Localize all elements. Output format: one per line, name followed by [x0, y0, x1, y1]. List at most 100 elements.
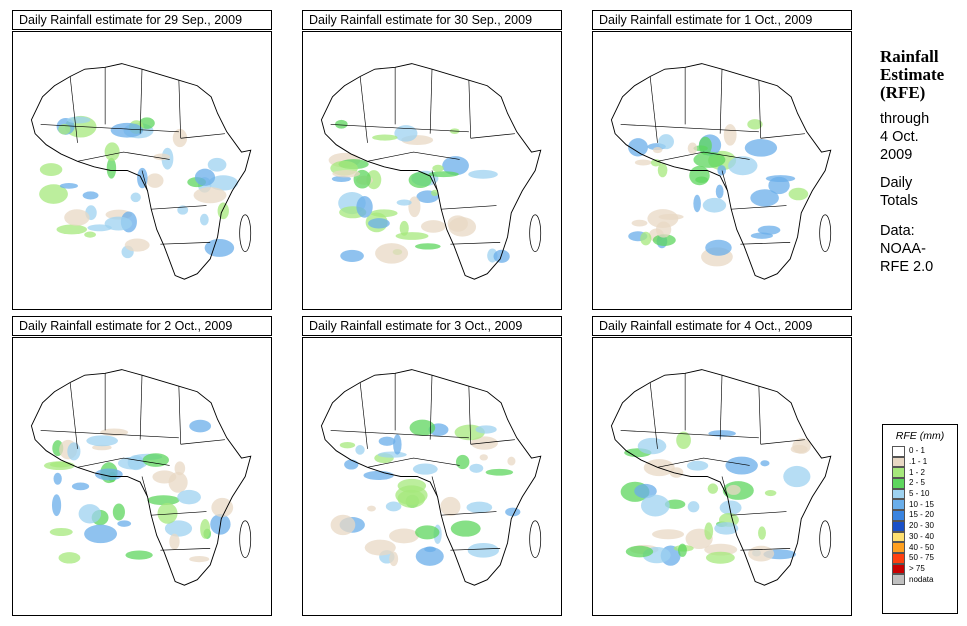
rainfall-patch: [677, 543, 687, 557]
country-border: [740, 242, 791, 245]
rainfall-patch: [367, 505, 376, 512]
legend-label: nodata: [909, 574, 934, 584]
rainfall-patch: [366, 170, 382, 190]
africa-coastline: [30, 369, 252, 586]
rainfall-patch: [370, 209, 398, 218]
rainfall-patch: [408, 172, 432, 189]
country-border: [721, 476, 728, 497]
rainfall-patch: [355, 445, 365, 455]
legend-row: 2 - 5: [892, 478, 957, 489]
country-border: [151, 511, 207, 516]
side-title-line2: Estimate: [880, 65, 945, 84]
country-border: [160, 548, 211, 551]
rainfall-patch: [415, 525, 440, 540]
country-border: [429, 69, 433, 134]
panel-title: Daily Rainfall estimate for 4 Oct., 2009: [592, 316, 852, 336]
rainfall-patch: [43, 461, 75, 471]
legend-swatch: [892, 542, 905, 553]
rainfall-patch: [389, 551, 399, 567]
rainfall-patch: [676, 431, 691, 450]
rainfall-patch: [725, 456, 758, 475]
rainfall-patch: [395, 232, 429, 240]
country-border: [180, 439, 225, 445]
country-border: [160, 242, 211, 245]
legend-swatch: [892, 456, 905, 468]
legend-swatch: [892, 467, 905, 479]
side-info: Rainfall Estimate (RFE) through 4 Oct. 2…: [880, 48, 965, 276]
rainfall-patch: [53, 472, 62, 485]
rainfall-patch: [117, 456, 148, 470]
panel-title: Daily Rainfall estimate for 30 Sep., 200…: [302, 10, 562, 30]
legend-label: 20 - 30: [909, 521, 934, 531]
legend-label: 1 - 2: [909, 467, 926, 477]
rainfall-patch: [687, 501, 700, 513]
legend-row: 1 - 2: [892, 467, 957, 479]
rainfall-patch: [394, 125, 418, 142]
rainfall-patch: [687, 142, 698, 154]
map-svg: [30, 63, 252, 280]
africa-rainfall-map: [302, 31, 562, 310]
legend-label: 40 - 50: [909, 542, 934, 552]
rainfall-patch: [137, 167, 148, 189]
rainfall-patch: [204, 238, 235, 257]
madagascar-outline: [239, 520, 252, 558]
side-date-line2: 2009: [880, 147, 913, 163]
rainfall-patch: [377, 451, 407, 458]
legend-swatch: [892, 574, 905, 585]
africa-coastline: [320, 63, 542, 280]
legend-swatch: [892, 520, 905, 532]
legend-label: 0 - 1: [909, 446, 926, 456]
panel-title: Daily Rainfall estimate for 3 Oct., 2009: [302, 316, 562, 336]
legend-swatch: [892, 446, 905, 457]
rainfall-patch: [58, 552, 81, 564]
rainfall-patch: [723, 124, 737, 146]
legend-row: > 75: [892, 563, 957, 575]
rainfall-patch: [364, 539, 396, 556]
legend-row: 5 - 10: [892, 488, 957, 500]
country-border: [740, 548, 791, 551]
rainfall-patch: [704, 543, 738, 556]
side-title-line3: (RFE): [880, 83, 926, 102]
rainfall-patch: [193, 187, 227, 204]
legend-row: 50 - 75: [892, 552, 957, 564]
country-border: [330, 124, 469, 133]
legend-swatch: [892, 510, 905, 521]
country-border: [77, 151, 170, 162]
rainfall-patch: [58, 123, 71, 135]
map-svg: [30, 369, 252, 586]
rainfall-patch: [194, 168, 216, 186]
rainfall-patch: [705, 551, 735, 564]
rainfall-patch: [469, 463, 484, 473]
rainfall-patch: [189, 419, 212, 433]
rainfall-patch: [200, 518, 211, 539]
rainfall-patch: [71, 482, 90, 491]
madagascar-outline: [529, 520, 542, 558]
side-totals: Totals: [880, 193, 918, 209]
country-border: [731, 205, 787, 210]
country-border: [178, 386, 182, 445]
legend-row: 20 - 30: [892, 520, 957, 532]
legend-swatch: [892, 552, 905, 564]
legend-row: .1 - 1: [892, 456, 957, 468]
country-border: [431, 476, 438, 497]
legend-row: 15 - 20: [892, 510, 957, 521]
rainfall-patch: [207, 157, 227, 172]
rainfall-patch: [157, 502, 178, 524]
rainfall-patch: [744, 139, 778, 157]
africa-coastline: [320, 369, 542, 586]
rainfall-patch: [64, 209, 90, 226]
rainfall-patch: [168, 471, 188, 493]
rainfall-patch: [84, 231, 96, 238]
rainfall-patch: [174, 461, 186, 476]
country-border: [367, 151, 460, 162]
rainfall-patch: [637, 437, 667, 455]
rainfall-patch: [125, 550, 153, 560]
rainfall-patch: [372, 134, 398, 141]
country-border: [40, 124, 179, 133]
rainfall-patch: [397, 489, 426, 508]
rainfall-patch: [408, 196, 421, 218]
rainfall-patch: [335, 119, 348, 129]
rainfall-patch: [110, 122, 144, 138]
